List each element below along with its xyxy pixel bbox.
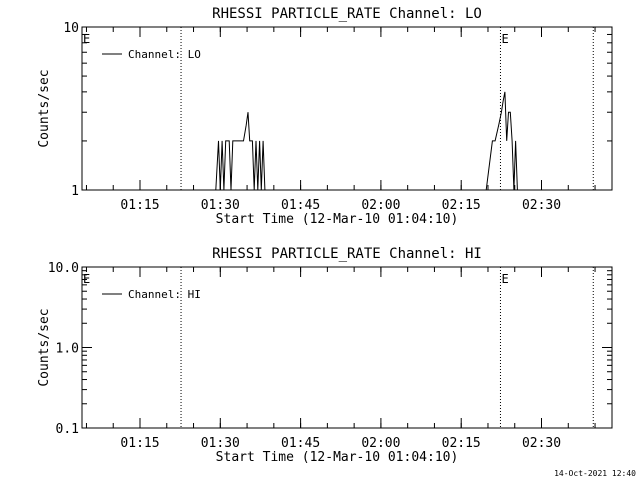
footer-timestamp: 14-Oct-2021 12:40 xyxy=(554,469,636,478)
x-tick-label: 02:00 xyxy=(361,436,400,451)
x-tick-label: 02:30 xyxy=(522,436,561,451)
legend-label: Channel: LO xyxy=(128,48,201,61)
x-tick-label: 01:45 xyxy=(281,436,320,451)
chart-panel-1: RHESSI PARTICLE_RATE Channel: LO 1 10 01:15… xyxy=(37,6,613,227)
y-axis-label: Counts/sec xyxy=(37,69,52,147)
series-line xyxy=(82,91,612,191)
x-tick-label: 01:45 xyxy=(281,198,320,213)
legend-label: Channel: HI xyxy=(128,288,201,301)
event-marker-label: E xyxy=(501,272,508,286)
x-tick-label: 01:30 xyxy=(201,198,240,213)
chart-panel-2: RHESSI PARTICLE_RATE Channel: HI 0.1 1.0 10… xyxy=(37,246,613,465)
y-tick-label: 1.0 xyxy=(56,342,79,357)
x-tick-label: 02:00 xyxy=(361,198,400,213)
x-axis-label: Start Time (12-Mar-10 01:04:10) xyxy=(216,450,459,465)
y-tick-label: 1 xyxy=(71,184,79,199)
x-tick-label: 02:15 xyxy=(442,198,481,213)
y-axis-label: Counts/sec xyxy=(37,308,52,386)
x-tick-label: 01:15 xyxy=(120,436,159,451)
y-tick-label: 0.1 xyxy=(56,422,79,437)
x-tick-label: 02:15 xyxy=(442,436,481,451)
event-marker-label: E xyxy=(83,272,90,286)
chart-title: RHESSI PARTICLE_RATE Channel: HI xyxy=(212,246,482,262)
x-tick-label: 01:15 xyxy=(120,198,159,213)
y-tick-label: 10 xyxy=(63,21,79,36)
event-marker-label: E xyxy=(83,32,90,46)
y-tick-label: 10.0 xyxy=(48,261,79,276)
event-marker-label: E xyxy=(501,32,508,46)
x-axis-label: Start Time (12-Mar-10 01:04:10) xyxy=(216,212,459,227)
x-tick-label: 02:30 xyxy=(522,198,561,213)
x-tick-label: 01:30 xyxy=(201,436,240,451)
chart-title: RHESSI PARTICLE_RATE Channel: LO xyxy=(212,6,482,22)
